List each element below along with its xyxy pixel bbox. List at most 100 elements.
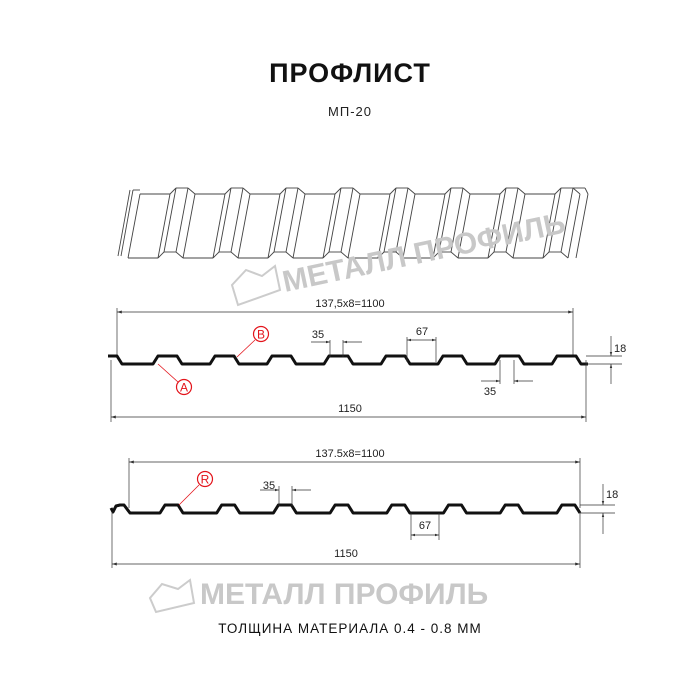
sheet-edge: [575, 193, 589, 259]
sheet-edge: [328, 187, 342, 253]
sheet-edge: [237, 193, 251, 259]
sheet-edge: [273, 187, 287, 253]
sheet-edge: [395, 251, 404, 259]
sheet-edge: [212, 251, 220, 259]
sheet-3d-view: [117, 187, 589, 259]
pitch-label: 137.5x8=1100: [315, 448, 384, 460]
watermark-text-2: МЕТАЛЛ ПРОФИЛЬ: [200, 578, 488, 611]
sheet-edge: [542, 193, 556, 259]
profile-b: 137.5x8=1100 1150 35 67 18 R: [109, 448, 618, 568]
marker-b: [252, 325, 270, 343]
watermark-1: МЕТАЛЛ ПРОФИЛЬ: [230, 207, 569, 307]
model-subtitle: МП-20: [328, 104, 372, 119]
sheet-edge: [163, 187, 177, 253]
sheet-edge: [267, 193, 281, 259]
sheet-edge: [402, 193, 416, 259]
sheet-edge: [584, 187, 589, 195]
sheet-edge: [340, 187, 354, 253]
sheet-edge: [450, 187, 464, 253]
watermark-logo-icon: [230, 264, 282, 307]
marker-a: [175, 378, 193, 396]
sheet-edge: [432, 251, 440, 259]
height-label: 18: [614, 343, 626, 355]
sheet-edge: [542, 251, 550, 259]
sheet-edge: [438, 187, 452, 253]
bottom-width-label: 67: [416, 326, 428, 338]
marker-r: [196, 470, 214, 488]
marker-r-label: R: [201, 473, 210, 487]
sheet-edge: [505, 187, 519, 253]
sheet-edge: [182, 193, 196, 259]
sheet-edge: [499, 187, 507, 195]
sheet-edge: [505, 251, 514, 259]
sheet-edge: [292, 193, 306, 259]
sheet-edge: [517, 187, 526, 195]
sheet-edge: [389, 187, 397, 195]
watermark-logo-icon: [148, 578, 196, 614]
pitch-label: 137,5x8=1100: [315, 298, 384, 310]
sheet-edge: [512, 193, 526, 259]
height-label: 18: [606, 489, 618, 501]
sheet-edge: [395, 187, 409, 253]
material-thickness-note: ТОЛЩИНА МАТЕРИАЛА 0.4 - 0.8 ММ: [218, 621, 482, 636]
sheet-edge: [267, 251, 275, 259]
sheet-edge: [175, 251, 184, 259]
sheet-edge: [157, 251, 165, 259]
sheet-edge: [242, 187, 251, 195]
top-width-label: 35: [263, 480, 275, 492]
sheet-edge: [462, 187, 471, 195]
profile-a-shape: [108, 354, 588, 366]
sheet-edge: [487, 193, 501, 259]
sheet-edge: [457, 193, 471, 259]
sheet-edge: [383, 187, 397, 253]
sheet-edge: [567, 193, 581, 259]
sheet-edge: [157, 193, 171, 259]
sheet-edge: [175, 187, 189, 253]
sheet-edge: [127, 193, 141, 259]
sheet-edge: [187, 187, 196, 195]
profile-a: 137,5x8=1100 1150 35 67 35 18 A B: [108, 298, 626, 422]
marker-a-label: A: [180, 381, 188, 395]
profile-b-shape: [109, 503, 582, 515]
watermark-text-1: МЕТАЛЛ ПРОФИЛЬ: [280, 207, 569, 299]
sheet-edge: [347, 193, 361, 259]
sheet-edge: [554, 187, 562, 195]
sheet-edge: [322, 193, 336, 259]
sheet-edge: [560, 251, 569, 259]
width-label: 1150: [338, 403, 362, 415]
marker-b-label: B: [257, 328, 265, 342]
sheet-edge: [560, 187, 574, 253]
sheet-edge: [279, 187, 287, 195]
sheet-edge: [218, 187, 232, 253]
sheet-edge: [377, 251, 385, 259]
sheet-edge: [117, 189, 131, 257]
page-title: ПРОФЛИСТ: [269, 58, 431, 88]
sheet-edge: [334, 187, 342, 195]
bottom-width-label: 67: [419, 520, 431, 532]
top-width-label: 35: [312, 329, 324, 341]
sheet-edge: [230, 187, 244, 253]
sheet-edge: [285, 187, 299, 253]
sheet-edge: [212, 193, 226, 259]
sheet-edge: [352, 187, 361, 195]
sheet-edge: [407, 187, 416, 195]
width-label: 1150: [334, 548, 358, 560]
sheet-edge: [377, 193, 391, 259]
sheet-edge: [297, 187, 306, 195]
sheet-edge: [230, 251, 239, 259]
sheet-edge: [450, 251, 459, 259]
sheet-edge: [224, 187, 232, 195]
sheet-edge: [120, 189, 134, 257]
sheet-edge: [340, 251, 349, 259]
sheet-edge: [322, 251, 330, 259]
sheet-edge: [432, 193, 446, 259]
sheet-edge: [444, 187, 452, 195]
sheet-edge: [285, 251, 294, 259]
sheet-edge: [487, 251, 495, 259]
bottom-top-width-label: 35: [484, 386, 496, 398]
sheet-edge: [548, 187, 562, 253]
sheet-edge: [572, 187, 581, 195]
sheet-edge: [169, 187, 177, 195]
sheet-edge: [493, 187, 507, 253]
